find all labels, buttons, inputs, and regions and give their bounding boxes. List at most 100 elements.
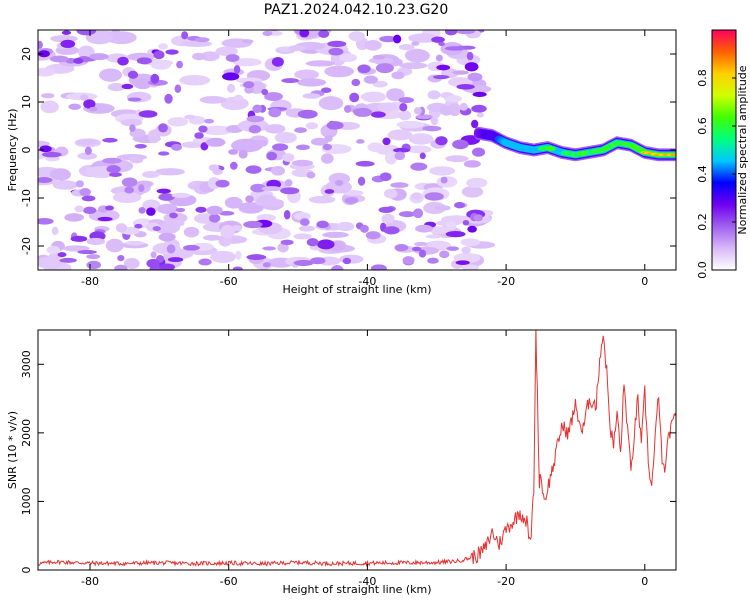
noise-blob — [150, 73, 160, 84]
noise-blob — [377, 102, 397, 112]
noise-blob — [419, 152, 426, 160]
noise-blob — [390, 182, 409, 188]
noise-blob — [231, 225, 243, 232]
colorbar-tick-label: 0.2 — [696, 213, 709, 231]
noise-blob — [252, 104, 263, 114]
noise-blob — [308, 195, 336, 204]
noise-blob — [324, 189, 335, 194]
noise-blob — [328, 47, 344, 56]
noise-blob — [120, 118, 143, 127]
noise-blob — [408, 33, 439, 43]
noise-blob — [105, 238, 124, 253]
noise-blob — [422, 125, 442, 132]
noise-blob — [146, 207, 156, 216]
noise-blob — [338, 53, 357, 63]
noise-blob — [174, 84, 182, 94]
noise-blob — [295, 144, 310, 151]
noise-blob — [242, 39, 254, 44]
noise-blob — [124, 186, 135, 194]
noise-blob — [455, 30, 476, 35]
noise-blob — [129, 156, 144, 164]
noise-blob — [158, 43, 168, 50]
noise-blob — [467, 225, 477, 233]
noise-blob — [274, 132, 297, 144]
colorbar-tick-label: 0.0 — [696, 261, 709, 279]
noise-blob — [357, 176, 366, 186]
noise-blob — [261, 88, 269, 96]
noise-blob — [146, 258, 160, 268]
spectrogram-x-ticks: -80 -60 -40 -20 0 — [81, 30, 648, 288]
noise-blob — [52, 180, 79, 190]
noise-blob — [440, 176, 448, 184]
noise-blob — [306, 171, 316, 179]
noise-blob — [293, 212, 311, 221]
noise-blob — [121, 177, 138, 188]
noise-blob — [171, 143, 183, 151]
noise-blob — [183, 226, 200, 238]
noise-blob — [398, 110, 412, 121]
noise-blob — [322, 231, 349, 238]
noise-blob — [427, 90, 441, 100]
noise-blob — [335, 179, 344, 187]
colorbar: 0.0 0.2 0.4 0.6 0.8 Normalized spectral ampl… — [696, 29, 749, 279]
noise-blob — [317, 239, 335, 250]
noise-blob — [142, 170, 160, 179]
noise-blob — [378, 206, 394, 213]
noise-blob — [129, 124, 136, 133]
spectrogram-y-tick-label: 10 — [20, 95, 33, 109]
colorbar-ticks: 0.0 0.2 0.4 0.6 0.8 — [696, 69, 736, 279]
noise-blob — [210, 250, 237, 263]
noise-blob — [38, 40, 43, 49]
noise-blob — [89, 106, 98, 112]
noise-blob — [261, 186, 282, 192]
noise-blob — [39, 145, 52, 153]
spectrogram-x-tick-label: -80 — [81, 275, 99, 288]
noise-blob — [38, 140, 50, 147]
noise-blob — [262, 262, 271, 268]
noise-blob — [194, 37, 210, 43]
noise-blob — [153, 50, 165, 60]
noise-blob — [105, 205, 115, 211]
noise-blob — [282, 153, 295, 162]
noise-blob — [38, 256, 63, 269]
colorbar-label: Normalized spectral amplitude — [736, 65, 749, 234]
noise-blob — [361, 91, 387, 103]
noise-blob — [136, 57, 152, 65]
noise-blob — [228, 149, 239, 155]
noise-blob — [391, 71, 405, 80]
spectrogram-x-tick-label: -20 — [497, 275, 515, 288]
noise-blob — [158, 232, 176, 242]
noise-blob — [256, 214, 276, 222]
noise-blob — [97, 216, 113, 222]
noise-blob — [305, 122, 319, 130]
noise-blob — [86, 254, 101, 260]
noise-blob — [172, 220, 185, 227]
spectrogram-panel: -80 -60 -40 -20 0 -20 -10 0 10 20 Height of stra… — [6, 29, 677, 296]
noise-blob — [235, 250, 242, 260]
noise-blob — [245, 195, 254, 203]
signal-cell — [669, 153, 676, 157]
noise-blob — [428, 166, 456, 176]
noise-blob — [399, 103, 408, 112]
noise-blob — [49, 55, 69, 63]
noise-blob — [438, 41, 446, 46]
noise-blob — [271, 56, 284, 67]
noise-blob — [99, 68, 123, 82]
noise-blob — [284, 179, 293, 187]
noise-blob — [431, 36, 445, 43]
signal-cell — [546, 146, 556, 152]
noise-blob — [138, 110, 158, 118]
noise-blob — [152, 226, 161, 232]
noise-blob — [41, 93, 55, 99]
noise-blob — [461, 264, 480, 270]
noise-blob — [79, 188, 91, 197]
noise-blob — [77, 250, 97, 255]
noise-blob — [150, 251, 157, 259]
noise-blob — [205, 137, 226, 147]
noise-blob — [123, 257, 140, 270]
noise-blob — [167, 257, 184, 263]
noise-blob — [367, 142, 384, 153]
noise-blob — [166, 244, 176, 254]
noise-blob — [198, 258, 212, 266]
noise-blob — [328, 172, 351, 185]
